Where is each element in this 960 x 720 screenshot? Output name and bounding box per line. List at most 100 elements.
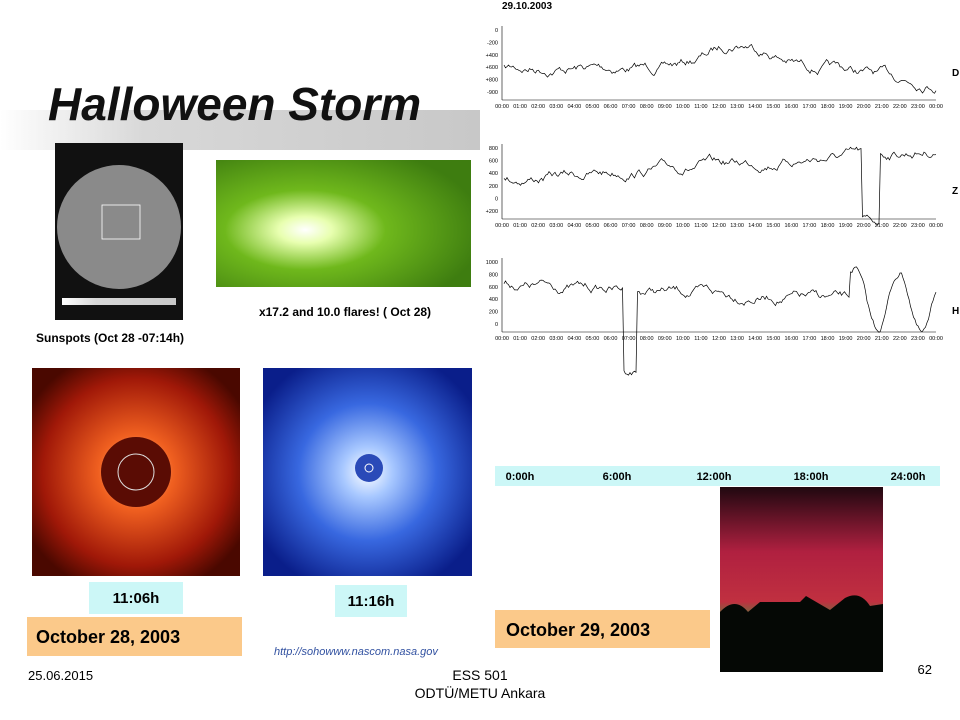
occulter	[101, 437, 171, 507]
label-box	[27, 617, 242, 656]
label-box	[495, 610, 710, 648]
sun-outline	[364, 463, 374, 473]
time-label: 06:00	[604, 336, 618, 342]
component-label: D	[952, 68, 959, 79]
time-label: 20:00	[857, 223, 871, 229]
sun-outline	[117, 453, 155, 491]
y-tick-label: -900	[487, 90, 498, 96]
time-label: 00:00	[929, 104, 943, 110]
time-label: 05:00	[586, 104, 600, 110]
y-tick-label: 200	[489, 184, 498, 190]
footer-date: 25.06.2015	[28, 668, 93, 683]
time-label: 18:00	[821, 104, 835, 110]
y-tick-label: 400	[489, 171, 498, 177]
date-label: October 28, 2003	[36, 627, 180, 647]
time-label: 04:00	[567, 223, 581, 229]
time-label: 01:00	[513, 223, 527, 229]
time-label: 14:00	[748, 336, 762, 342]
time-label: 09:00	[658, 104, 672, 110]
source-link: http://sohowww.nascom.nasa.gov	[274, 646, 439, 658]
time-label: 21:00	[875, 336, 889, 342]
time-label: 14:00	[748, 223, 762, 229]
y-tick-label: 800	[489, 272, 498, 278]
time-label: 05:00	[586, 223, 600, 229]
time-label: 19:00	[839, 336, 853, 342]
hour-label: 12:00h	[697, 471, 732, 483]
magnetogram-panel	[480, 0, 960, 486]
time-label: 15:00	[766, 223, 780, 229]
time-label: 15:00	[766, 336, 780, 342]
y-tick-label: +800	[486, 78, 498, 84]
time-label: 06:00	[604, 223, 618, 229]
time-label: 23:00	[911, 104, 925, 110]
y-tick-label: 1000	[486, 260, 498, 266]
footer-course: ESS 501	[452, 667, 507, 683]
time-label: 16:00	[784, 104, 798, 110]
time-label: 03:00	[549, 336, 563, 342]
time-label: 11:00	[694, 336, 707, 342]
time-label: 17:00	[803, 104, 817, 110]
time-label: 08:00	[640, 336, 654, 342]
time-label: 07:00	[622, 104, 636, 110]
y-tick-label: 0	[495, 28, 498, 34]
time-label: 18:00	[821, 336, 835, 342]
time-label: 07:00	[622, 336, 636, 342]
hour-bar	[495, 466, 940, 486]
y-tick-label: 600	[489, 159, 498, 165]
footer-institution: ODTÜ/METU Ankara	[415, 684, 546, 701]
time-label: 12:00	[712, 336, 726, 342]
time-label: 00:00	[929, 223, 943, 229]
component-label: H	[952, 306, 959, 317]
time-label: 01:00	[513, 336, 527, 342]
time-label: 10:00	[676, 223, 690, 229]
time-label: 22:00	[893, 104, 907, 110]
time-label: 17:00	[803, 223, 817, 229]
time-label: 22:00	[893, 336, 907, 342]
time-label: 13:00	[730, 104, 744, 110]
time-label: 11:00	[694, 104, 707, 110]
time-label: 21:00	[875, 104, 889, 110]
y-tick-label: 0	[495, 196, 498, 202]
time-label: 08:00	[640, 223, 654, 229]
time-label: 14:00	[748, 104, 762, 110]
sun-disk	[57, 165, 181, 289]
time-label: 02:00	[531, 223, 545, 229]
time-label: 09:00	[658, 336, 672, 342]
time-label: 16:00	[784, 223, 798, 229]
slide-title: Halloween Storm	[48, 78, 421, 130]
time-label: 19:00	[839, 223, 853, 229]
region-box	[101, 204, 141, 240]
y-tick-label: -200	[487, 40, 498, 46]
time-label: 18:00	[821, 223, 835, 229]
plot-date: 29.10.2003	[502, 1, 552, 12]
time-label: 00:00	[495, 223, 509, 229]
time-label: 03:00	[549, 223, 563, 229]
time-label: 12:00	[712, 104, 726, 110]
label-box	[335, 585, 407, 617]
time-label: 05:00	[586, 336, 600, 342]
time-label: 02:00	[531, 104, 545, 110]
magnetogram-plots: 0 -200 +400 +600 +800 -900 D 00:00 01:00 02:00 03:…	[486, 26, 959, 376]
silhouette	[720, 595, 883, 672]
time-label: 23:00	[911, 336, 925, 342]
time-label: 08:00	[640, 104, 654, 110]
trace	[503, 43, 937, 94]
flare-image	[216, 160, 471, 287]
time-label: 13:00	[730, 336, 744, 342]
scale-bar	[62, 298, 176, 305]
time-label: 20:00	[857, 336, 871, 342]
time-label: 10:00	[676, 104, 690, 110]
time-label: 22:00	[893, 223, 907, 229]
time-label: 00:00	[495, 336, 509, 342]
time-label: 11:06h	[113, 590, 160, 607]
time-label: 15:00	[766, 104, 780, 110]
y-tick-label: +600	[486, 65, 498, 71]
time-label: 06:00	[604, 104, 618, 110]
hour-label: 6:00h	[603, 471, 632, 483]
time-label: 13:00	[730, 223, 744, 229]
trace	[503, 146, 937, 226]
time-label: 00:00	[495, 104, 509, 110]
caption: Sunspots (Oct 28 -07:14h)	[36, 331, 184, 345]
